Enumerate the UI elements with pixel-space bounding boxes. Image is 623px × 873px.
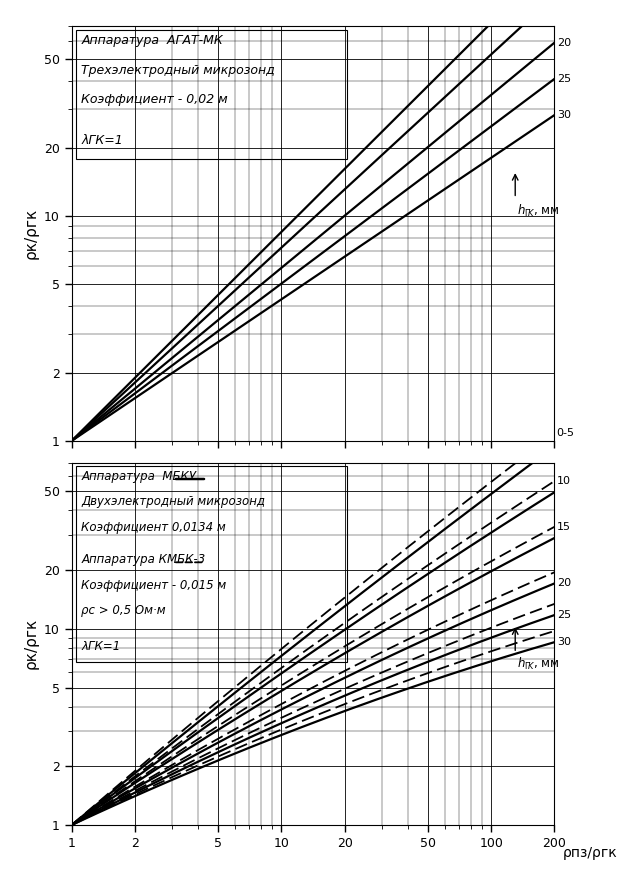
Bar [77,31,347,159]
Y-axis label: ρк/ρгк: ρк/ρгк [23,208,38,259]
Text: $h_{\Gamma\!K}$, мм: $h_{\Gamma\!K}$, мм [517,656,560,671]
Text: 30: 30 [557,110,571,120]
Text: λГК=1: λГК=1 [81,640,121,653]
Bar [77,466,347,662]
Text: Коэффициент 0,0134 м: Коэффициент 0,0134 м [81,520,226,533]
Text: ρс > 0,5 Ом·м: ρс > 0,5 Ом·м [81,604,166,617]
Text: Аппаратура  АГАТ-МК: Аппаратура АГАТ-МК [81,34,223,47]
Text: Коэффициент - 0,02 м: Коэффициент - 0,02 м [81,93,228,106]
Text: Трехэлектродный микрозонд: Трехэлектродный микрозонд [81,64,275,77]
Text: Аппаратура  МБКУ: Аппаратура МБКУ [81,470,196,483]
Text: 15: 15 [557,522,571,532]
Text: Двухэлектродный микрозонд: Двухэлектродный микрозонд [81,495,265,508]
Text: Аппаратура КМБК-3: Аппаратура КМБК-3 [81,553,206,567]
Text: Коэффициент - 0,015 м: Коэффициент - 0,015 м [81,579,227,592]
Text: 25: 25 [557,74,571,84]
Text: 10: 10 [557,476,571,486]
Text: 30: 30 [557,637,571,647]
Text: 25: 25 [557,610,571,620]
Text: $h_{\Gamma\!K}$, мм: $h_{\Gamma\!K}$, мм [517,203,560,218]
Text: 20: 20 [557,38,571,48]
Text: 0-5: 0-5 [557,429,575,438]
Text: λГК=1: λГК=1 [81,134,123,147]
Text: 20: 20 [557,579,571,588]
Text: ρпз/ρгк: ρпз/ρгк [563,846,618,860]
Y-axis label: ρк/ρгк: ρк/ρгк [23,618,38,670]
